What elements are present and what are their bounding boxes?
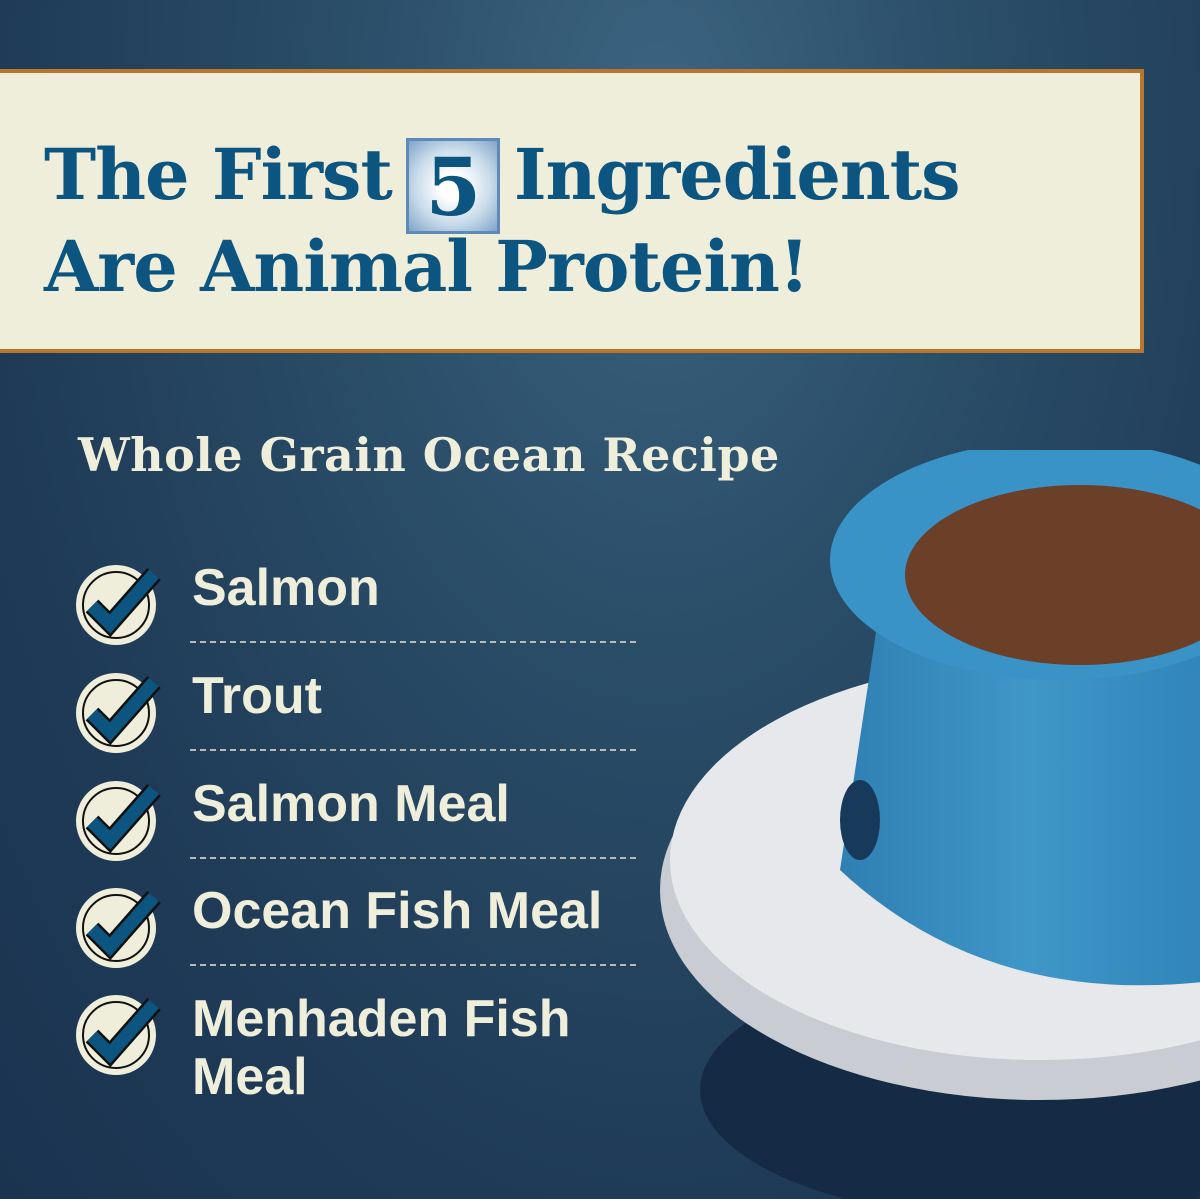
divider [190,749,636,751]
check-circle-icon [76,995,161,1075]
divider [190,857,636,859]
headline-text: Ingredients [513,133,961,216]
ingredient-label: Trout [192,667,322,725]
food-bowl-image [660,450,1200,1199]
ingredient-label: Salmon Meal [192,775,510,833]
check-circle-icon [76,781,161,861]
divider [190,641,636,643]
divider [190,964,636,966]
check-circle-icon [76,888,161,968]
headline-banner [0,69,1144,353]
ingredient-label: Ocean Fish Meal [192,882,603,940]
ingredient-label: Salmon [192,559,380,617]
headline-text: The First [44,133,393,216]
headline-line-2: Are Animal Protein! [44,225,810,308]
check-circle-icon [76,673,161,753]
check-circle-icon [76,565,161,645]
number-badge: 5 [405,138,500,234]
recipe-name: Whole Grain Ocean Recipe [78,428,780,482]
headline-line-1: The First 5 Ingredients [44,138,961,234]
ingredient-label: Menhaden Fish Meal [192,990,571,1106]
